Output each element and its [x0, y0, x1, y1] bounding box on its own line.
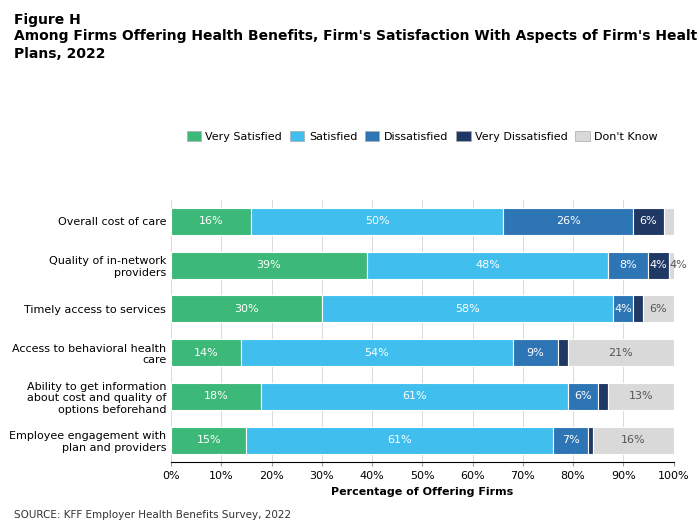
Text: 9%: 9%: [526, 348, 544, 358]
Bar: [553, 426, 588, 454]
Bar: [513, 339, 558, 366]
Text: SOURCE: KFF Employer Health Benefits Survey, 2022: SOURCE: KFF Employer Health Benefits Sur…: [14, 510, 291, 520]
Text: 15%: 15%: [196, 435, 221, 445]
Bar: [367, 251, 608, 279]
Text: 13%: 13%: [629, 391, 653, 402]
Text: 39%: 39%: [257, 260, 281, 270]
X-axis label: Percentage of Offering Firms: Percentage of Offering Firms: [331, 487, 514, 497]
Bar: [598, 383, 608, 410]
Bar: [322, 295, 614, 322]
Bar: [171, 251, 367, 279]
Bar: [171, 208, 251, 235]
Bar: [568, 339, 674, 366]
Text: 8%: 8%: [619, 260, 637, 270]
Text: 6%: 6%: [574, 391, 592, 402]
Text: 54%: 54%: [364, 348, 389, 358]
Text: 48%: 48%: [475, 260, 500, 270]
Bar: [558, 339, 568, 366]
Text: 16%: 16%: [621, 435, 646, 445]
Text: 30%: 30%: [234, 304, 259, 314]
Bar: [644, 295, 674, 322]
Text: 4%: 4%: [614, 304, 632, 314]
Text: 16%: 16%: [199, 216, 223, 226]
Bar: [633, 208, 664, 235]
Bar: [588, 426, 593, 454]
Bar: [664, 208, 678, 235]
Bar: [171, 339, 242, 366]
Bar: [171, 426, 246, 454]
Bar: [614, 295, 633, 322]
Text: 18%: 18%: [204, 391, 229, 402]
Legend: Very Satisfied, Satisfied, Dissatisfied, Very Dissatisfied, Don't Know: Very Satisfied, Satisfied, Dissatisfied,…: [182, 127, 662, 146]
Bar: [608, 383, 674, 410]
Text: 4%: 4%: [650, 260, 667, 270]
Bar: [593, 426, 674, 454]
Bar: [251, 208, 503, 235]
Text: 7%: 7%: [562, 435, 579, 445]
Bar: [669, 251, 689, 279]
Text: 50%: 50%: [365, 216, 389, 226]
Bar: [648, 251, 669, 279]
Text: 21%: 21%: [609, 348, 633, 358]
Bar: [242, 339, 513, 366]
Bar: [503, 208, 633, 235]
Bar: [568, 383, 598, 410]
Text: 58%: 58%: [455, 304, 480, 314]
Text: 61%: 61%: [403, 391, 427, 402]
Bar: [171, 295, 322, 322]
Bar: [171, 383, 262, 410]
Text: Among Firms Offering Health Benefits, Firm's Satisfaction With Aspects of Firm's: Among Firms Offering Health Benefits, Fi…: [14, 29, 698, 61]
Bar: [246, 426, 553, 454]
Bar: [608, 251, 648, 279]
Text: 26%: 26%: [556, 216, 581, 226]
Text: Figure H: Figure H: [14, 13, 81, 27]
Text: 4%: 4%: [669, 260, 688, 270]
Text: 6%: 6%: [639, 216, 658, 226]
Text: 14%: 14%: [194, 348, 218, 358]
Bar: [633, 295, 644, 322]
Text: 6%: 6%: [650, 304, 667, 314]
Bar: [262, 383, 568, 410]
Text: 61%: 61%: [387, 435, 412, 445]
